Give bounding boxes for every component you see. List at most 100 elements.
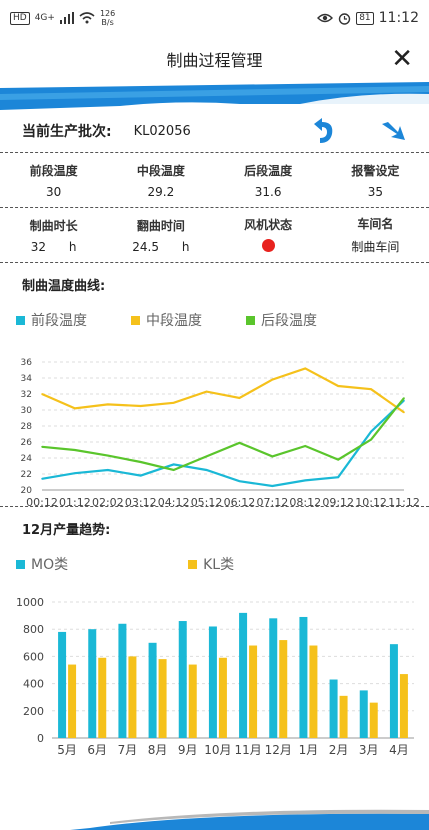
data-point <box>74 407 76 410</box>
x-tick-label: 5月 <box>57 743 77 757</box>
divider <box>0 506 429 507</box>
x-tick-label: 03:12 <box>125 496 157 506</box>
data-point <box>337 476 339 478</box>
x-tick-label: 9月 <box>178 743 198 757</box>
y-tick-label: 0 <box>37 732 44 745</box>
clock-time: 11:12 <box>378 10 419 26</box>
y-tick-label: 200 <box>23 705 44 718</box>
bar-kl <box>249 645 258 738</box>
legend-item-front[interactable]: 前段温度 <box>16 310 87 330</box>
data-point <box>238 480 241 482</box>
data-point <box>337 458 339 461</box>
bar-mo <box>269 618 278 738</box>
alarm-icon <box>338 12 351 25</box>
temp-legend: 前段温度 中段温度 后段温度 <box>0 294 429 330</box>
y-tick-label: 1000 <box>16 596 44 609</box>
x-tick-label: 02:02 <box>92 496 124 506</box>
info-turn-time: 翻曲时间 24.5 h <box>132 218 190 254</box>
network-label: 4G+ <box>34 13 55 23</box>
data-point <box>205 390 208 393</box>
data-point <box>304 445 307 447</box>
bar-mo <box>178 621 187 738</box>
data-point <box>41 478 43 480</box>
bar-kl <box>188 664 197 738</box>
x-tick-label: 3月 <box>359 743 379 757</box>
x-tick-label: 7月 <box>118 743 138 757</box>
x-tick-label: 2月 <box>329 743 349 757</box>
batch-row: 当前生产批次: KL02056 <box>0 110 429 152</box>
data-point <box>205 455 208 458</box>
data-point <box>403 411 405 414</box>
x-tick-label: 09:12 <box>322 496 354 506</box>
temp-chart-title: 制曲温度曲线: <box>22 279 106 294</box>
data-point <box>172 463 175 466</box>
data-point <box>74 472 76 474</box>
x-tick-label: 05:12 <box>191 496 223 506</box>
bar-mo <box>148 642 157 738</box>
legend-item-kl[interactable]: KL类 <box>188 554 234 574</box>
bar-mo <box>239 612 248 738</box>
signal-icon <box>59 12 74 24</box>
y-tick-label: 400 <box>23 678 44 691</box>
legend-item-mid[interactable]: 中段温度 <box>131 310 202 330</box>
data-point <box>139 474 142 477</box>
close-icon[interactable]: ✕ <box>391 44 413 74</box>
data-point <box>370 430 372 433</box>
bar-kl <box>98 657 107 738</box>
data-point <box>172 402 175 404</box>
data-point <box>238 442 241 444</box>
forward-arrow-icon[interactable] <box>378 116 408 146</box>
bar-kl <box>158 659 167 738</box>
x-tick-label: 06:12 <box>224 496 256 506</box>
data-point <box>271 455 274 458</box>
bar-mo <box>58 631 67 738</box>
y-tick-label: 28 <box>21 422 33 432</box>
bar-mo <box>88 629 97 738</box>
x-tick-label: 4月 <box>389 743 409 757</box>
divider <box>0 207 429 208</box>
data-point <box>41 446 43 448</box>
info-duration: 制曲时长 32 h <box>29 218 78 254</box>
bar-kl <box>369 702 378 738</box>
data-point <box>304 367 307 370</box>
data-point <box>205 469 208 471</box>
legend-item-mo[interactable]: MO类 <box>16 554 68 574</box>
divider <box>0 262 429 263</box>
status-bar: HD 4G+ 126 B/s 81 11:12 <box>0 0 429 36</box>
production-bar-chart: 0 200 400 600 800 1000 5月 6月 7月 8月 9月 10月 11月 12月 1月 2月… <box>16 596 414 757</box>
data-point <box>271 378 274 381</box>
batch-label: 当前生产批次: <box>22 124 112 140</box>
bar-mo <box>389 644 398 738</box>
y-tick-label: 22 <box>21 470 32 480</box>
param-front-temp: 前段温度 30 <box>29 163 78 199</box>
data-point <box>370 438 372 441</box>
param-alarm-setting: 报警设定 35 <box>351 163 400 199</box>
series-line-0 <box>41 399 405 488</box>
x-tick-label: 11:12 <box>388 496 420 506</box>
header-banner <box>0 82 429 110</box>
data-point <box>139 405 142 407</box>
data-point <box>337 385 339 387</box>
data-point <box>139 461 142 463</box>
x-tick-label: 8月 <box>148 743 168 757</box>
legend-item-back[interactable]: 后段温度 <box>246 310 317 330</box>
y-tick-label: 34 <box>21 374 33 384</box>
battery-icon: 81 <box>356 11 374 25</box>
info-fan-status: 风机状态 <box>215 216 322 255</box>
info-workshop: 车间名 制曲车间 <box>351 217 400 254</box>
back-arrow-icon[interactable] <box>308 116 338 146</box>
divider <box>0 152 429 153</box>
eye-icon <box>317 13 334 23</box>
x-tick-label: 1月 <box>299 743 319 757</box>
x-tick-label: 04:12 <box>158 496 190 506</box>
bar-mo <box>299 616 308 738</box>
params-row: 前段温度 30 中段温度 29.2 后段温度 31.6 报警设定 35 <box>0 153 429 207</box>
x-tick-label: 12月 <box>265 743 292 757</box>
x-tick-label: 00:12 <box>26 496 58 506</box>
y-tick-label: 800 <box>23 623 44 636</box>
x-tick-label: 07:12 <box>257 496 289 506</box>
bar-kl <box>339 695 348 738</box>
x-tick-label: 10:12 <box>355 496 387 506</box>
info-row: 制曲时长 32 h 翻曲时间 24.5 h 风机状态 车间名 制曲车间 <box>0 208 429 262</box>
bar-kl <box>218 657 227 738</box>
